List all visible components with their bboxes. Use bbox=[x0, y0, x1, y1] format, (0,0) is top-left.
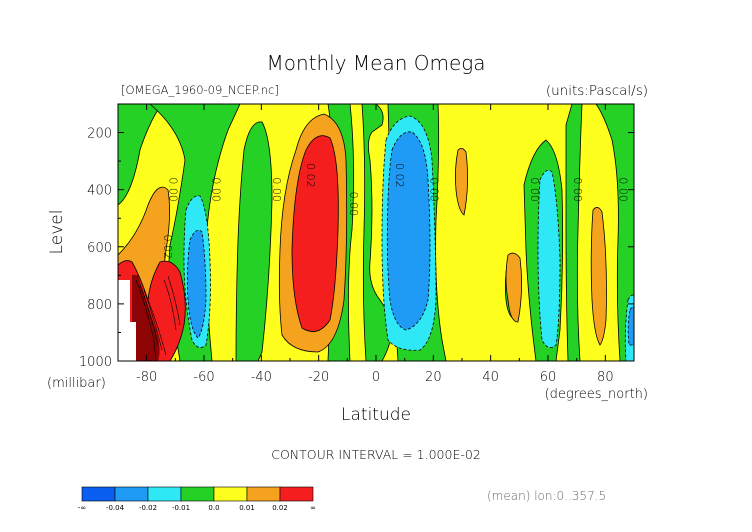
x-tick-label: 80 bbox=[597, 370, 614, 385]
contour-line-cluster bbox=[135, 275, 181, 361]
contour-value-label: 0.02 bbox=[393, 163, 406, 188]
colorbar-label: -0.04 bbox=[106, 504, 125, 512]
contour-line-4 bbox=[147, 299, 167, 356]
contour-value-label: 0.00 bbox=[347, 192, 360, 217]
colorbar-swatch bbox=[147, 486, 182, 502]
colorbar-label: 0.02 bbox=[272, 504, 288, 512]
colorbar-swatch bbox=[81, 486, 116, 502]
y-tick-label: 200 bbox=[87, 127, 112, 142]
contour-line-1 bbox=[135, 279, 157, 361]
green-band-70n bbox=[565, 104, 583, 361]
contour-line-5 bbox=[163, 279, 177, 331]
contour-labels: 0.00 0.02 0.00 0.00 0.02 0.00 0.02 0.00 0.00 0.00… bbox=[161, 163, 630, 259]
colorbar-label: ∞ bbox=[310, 504, 316, 512]
contour-interval-note: CONTOUR INTERVAL = 1.000E-02 bbox=[271, 447, 481, 462]
plot-area: 0.00 0.02 0.00 0.00 0.02 0.00 0.02 0.00 0.00 0.00… bbox=[118, 104, 634, 361]
colorbar-label: -∞ bbox=[78, 504, 86, 512]
x-unit-label: (degrees_north) bbox=[545, 387, 648, 402]
missing-data-block-1 bbox=[118, 280, 130, 361]
x-tick-label: 40 bbox=[482, 370, 499, 385]
blue-contour-bands bbox=[186, 131, 634, 346]
colorbar: -∞ -0.04 -0.02 -0.01 0.0 0.01 0.02 ∞ bbox=[78, 486, 316, 512]
x-tick-label: 20 bbox=[425, 370, 442, 385]
contour-value-label: 0.00 bbox=[167, 177, 180, 202]
colorbar-swatch bbox=[180, 486, 215, 502]
y-tick-label: 400 bbox=[87, 184, 112, 199]
x-tick-label: -60 bbox=[193, 370, 214, 385]
colorbar-label: 0.0 bbox=[208, 504, 219, 512]
contour-line-2 bbox=[139, 284, 159, 346]
orange-band-30n bbox=[454, 148, 468, 216]
contour-value-label: 0.00 bbox=[270, 177, 283, 202]
y-tick-label: 1000 bbox=[79, 355, 112, 370]
x-tick-label: 0 bbox=[372, 370, 380, 385]
colorbar-label: 0.01 bbox=[239, 504, 255, 512]
contour-value-label: 0.00 bbox=[427, 177, 440, 202]
contour-value-label: 0.00 bbox=[528, 177, 541, 202]
units-label: (units:Pascal/s) bbox=[546, 83, 648, 99]
contour-line-6 bbox=[167, 275, 181, 326]
colorbar-swatch bbox=[213, 486, 248, 502]
x-axis-label: Latitude bbox=[341, 405, 411, 425]
strong-descent-core bbox=[132, 275, 160, 361]
chart-title: Monthly Mean Omega bbox=[266, 51, 485, 75]
colorbar-label: -0.02 bbox=[139, 504, 157, 512]
green-band-minus50 bbox=[235, 121, 273, 361]
blue-band-88n bbox=[627, 306, 634, 346]
x-tick-label: 60 bbox=[540, 370, 557, 385]
colorbar-swatch bbox=[246, 486, 281, 502]
y-tick-label: 800 bbox=[87, 298, 112, 313]
colorbar-swatch bbox=[114, 486, 149, 502]
contour-value-label: 0.00 bbox=[571, 177, 584, 202]
orange-band-65n bbox=[590, 207, 607, 346]
blue-band-minus63 bbox=[186, 229, 207, 339]
colorbar-label: -0.01 bbox=[172, 504, 190, 512]
colorbar-swatch bbox=[279, 486, 314, 502]
x-axis: -80 -60 -40 -20 0 20 40 60 80 bbox=[117, 104, 635, 385]
blue-band-10n bbox=[386, 131, 431, 331]
x-tick-label: -20 bbox=[308, 370, 329, 385]
y-axis-label: Level bbox=[47, 210, 67, 255]
orange-band-45n bbox=[505, 252, 522, 323]
y-axis: 200 400 600 800 1000 bbox=[79, 103, 634, 370]
contour-value-label: 0.00 bbox=[210, 177, 223, 202]
contour-value-label: 0.02 bbox=[304, 163, 317, 188]
cyan-band-57n bbox=[537, 169, 561, 348]
x-tick-label: -80 bbox=[136, 370, 157, 385]
missing-data-mask bbox=[118, 280, 136, 361]
y-tick-label: 600 bbox=[87, 241, 112, 256]
green-band-tropical bbox=[361, 104, 393, 361]
footer-note: (mean) lon:0..357.5 bbox=[487, 489, 606, 503]
dark-red-core bbox=[132, 275, 160, 361]
x-tick-label: -40 bbox=[251, 370, 272, 385]
red-band-minus25 bbox=[291, 135, 339, 332]
y-unit-label: (millibar) bbox=[47, 376, 106, 391]
green-band-west bbox=[118, 104, 163, 206]
green-band-north-polar bbox=[595, 104, 634, 361]
contour-line-3 bbox=[143, 289, 163, 351]
contour-value-label: 0.02 bbox=[161, 235, 174, 260]
missing-data-block-2 bbox=[130, 322, 136, 361]
file-label: [OMEGA_1960-09_NCEP.nc] bbox=[121, 83, 279, 97]
contour-value-label: 0.00 bbox=[617, 177, 630, 202]
